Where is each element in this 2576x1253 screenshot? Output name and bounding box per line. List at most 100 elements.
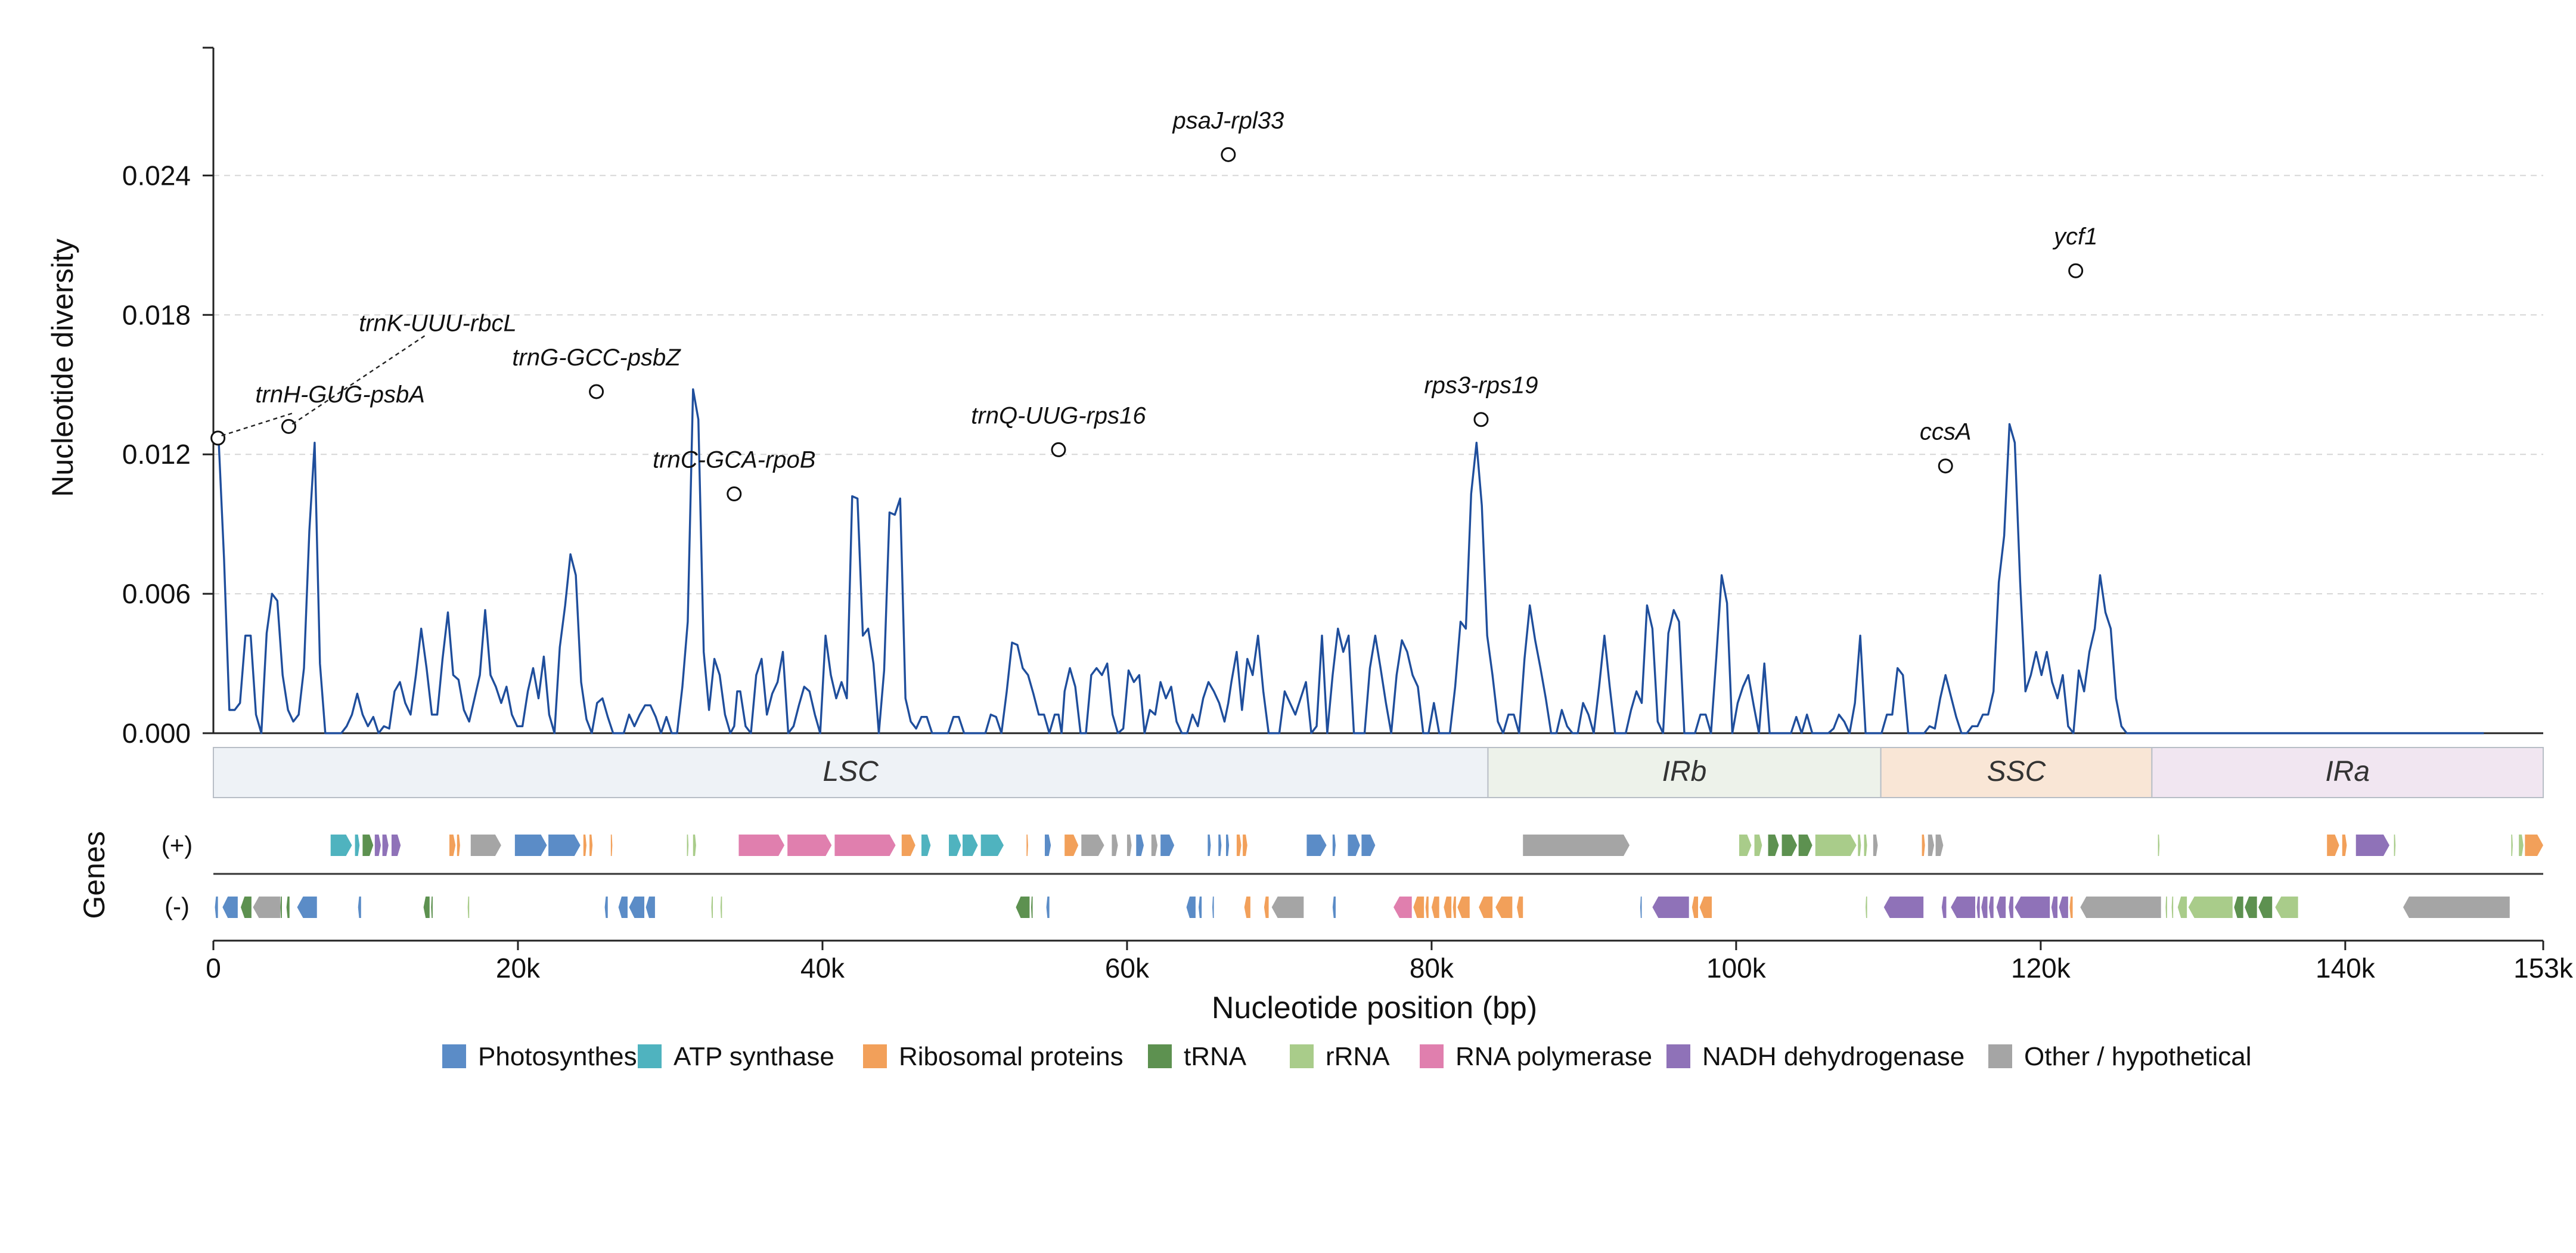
gene-arrow [2275,897,2298,918]
legend-label: ATP synthase [674,1042,834,1071]
gene-arrow [222,897,238,918]
region-box [2151,747,2544,798]
gene-arrow [645,897,655,918]
gene-arrow [1393,897,1412,918]
gene-arrow [449,835,456,856]
peak-label: psaJ-rpl33 [1172,107,1284,134]
gene-arrow [1951,897,1976,918]
gene-arrow [1112,835,1118,856]
gene-arrow [2059,897,2068,918]
gene-arrow [2009,897,2013,918]
gene-arrow [1457,897,1470,918]
gene-arrow [253,897,281,918]
gene-arrow [1026,835,1028,856]
gene-arrow [2394,835,2396,856]
gene-arrow [1798,835,1812,856]
gene-arrow [629,897,645,918]
peak-label: trnK-UUU-rbcL [359,310,516,336]
gene-arrow [1186,897,1196,918]
gene-arrow [901,835,915,856]
gene-arrow [330,835,352,856]
gene-arrow [1516,897,1523,918]
gene-arrow [1858,835,1861,856]
gene-arrow [618,897,628,918]
y-tick-label: 0.000 [122,718,191,749]
peak-marker [2068,263,2084,278]
legend-swatch [1988,1044,2012,1068]
gene-arrow [1016,897,1030,918]
gene-arrow [1640,897,1642,918]
peak-marker [1938,458,1953,474]
gene-arrow [604,897,608,918]
legend-swatch [1666,1044,1690,1068]
gene-arrow [215,897,218,918]
gene-arrow [355,835,360,856]
gene-arrow [1046,897,1050,918]
x-tick-label: 153k [2513,953,2574,984]
gene-arrow [1306,835,1327,856]
y-tick-label: 0.024 [122,160,191,191]
gene-arrow [1212,897,1214,918]
x-tick-label: 140k [2316,953,2376,984]
gene-arrow [1218,835,1222,856]
gene-arrow [431,897,433,918]
annotation-leader [291,335,426,425]
gene-arrow [1243,835,1247,856]
gene-arrow [1692,897,1699,918]
gene-arrow [2015,897,2050,918]
region-label: SSC [1987,756,2046,787]
gene-arrow [1928,835,1935,856]
gene-arrow [358,897,361,918]
gene-arrow [2511,835,2513,856]
gene-arrow [2069,897,2073,918]
legend-swatch [442,1044,466,1068]
gene-arrow [1413,897,1424,918]
peak-marker [1221,147,1236,162]
x-tick-label: 60k [1105,953,1150,984]
peak-label: rps3-rps19 [1424,373,1538,399]
gene-arrow [2525,835,2543,856]
gene-arrow [1941,897,1947,918]
gene-arrow [1699,897,1712,918]
peak-label: trnH-GUG-psbA [255,382,425,408]
gridlines [213,175,2543,595]
gene-arrow [514,835,547,856]
y-tick-label: 0.012 [122,439,191,470]
gene-arrow [1652,897,1689,918]
gene-arrow [1081,835,1104,856]
y-axis-label: Nucleotide diversity [46,238,79,497]
gene-arrow [2355,835,2389,856]
peak-label: trnG-GCC-psbZ [512,345,681,371]
gene-arrow [1444,897,1452,918]
gene-arrow [2403,897,2510,918]
gene-arrow [720,897,722,918]
gene-arrow [1523,835,1630,856]
x-tick-label: 0 [206,953,221,984]
gene-arrow [1739,835,1752,856]
gene-arrow [693,835,696,856]
region-label: LSC [823,756,879,787]
minus-strand-label: (-) [165,892,190,920]
peak-marker [727,486,742,501]
gene-arrow [1981,897,1988,918]
gene-arrow [1031,897,1033,918]
legend-label: Ribosomal proteins [899,1042,1123,1071]
gene-arrow [963,835,978,856]
gene-arrow [1244,897,1250,918]
peak-label: trnC-GCA-rpoB [653,446,815,473]
gene-arrow [1883,897,1924,918]
peak-marker [1051,442,1066,457]
gene-arrow [2519,835,2524,856]
gene-arrow [1271,897,1304,918]
y-tick-label: 0.018 [122,299,191,330]
gene-arrow [980,835,1004,856]
gene-arrow [1199,897,1202,918]
plus-strand-label: (+) [162,831,193,859]
peak-annotations: trnH-GUG-psbA trnK-UUU-rbcL trnG-GCC-psbZ t… [210,107,2097,501]
x-tick-label: 40k [800,953,845,984]
gene-arrow [1361,835,1376,856]
x-axis-label: Nucleotide position (bp) [1212,991,1537,1025]
gene-arrow [2158,835,2160,856]
gene-arrow [921,835,931,856]
